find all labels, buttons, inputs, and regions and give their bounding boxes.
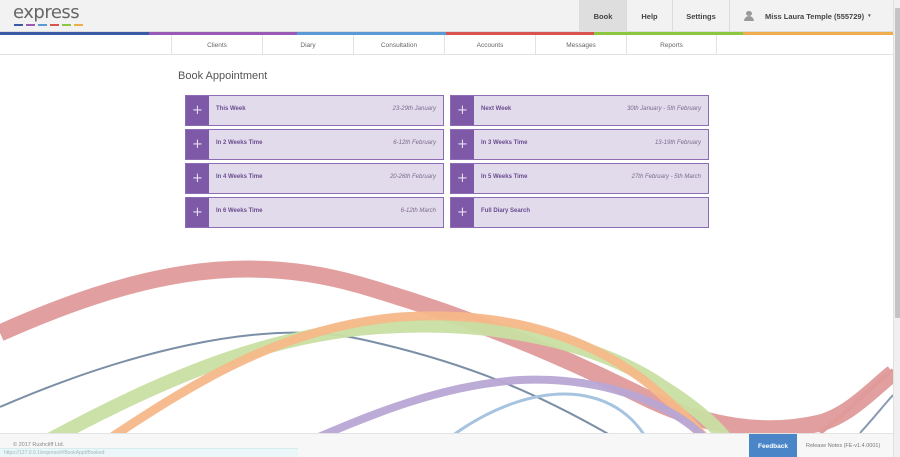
brand-color-bar [0,32,893,35]
subnav-accounts[interactable]: Accounts [444,35,535,55]
feedback-button[interactable]: Feedback [749,434,797,457]
chevron-down-icon: ▾ [868,13,871,19]
card-date: 13-19th February [654,140,701,146]
logo-color-dashes [14,24,83,26]
subnav-reports[interactable]: Reports [626,35,717,55]
plus-icon: + [186,164,209,193]
wave-purple [317,375,706,433]
plus-icon: + [451,96,474,125]
nav-help[interactable]: Help [626,0,672,32]
release-notes-link[interactable]: Release Notes (FE-v1.4.0001) [806,443,881,449]
book-in-3-weeks[interactable]: + In 3 Weeks Time 13-19th February [450,129,709,160]
book-in-4-weeks[interactable]: + In 4 Weeks Time 20-26th February [185,163,444,194]
top-header: express Book Help Settings Miss Laura Te… [0,0,893,32]
wave-red-right [818,368,893,433]
card-date: 27th February - 5th March [631,174,701,180]
card-label: This Week [216,106,246,112]
card-label: In 5 Weeks Time [481,174,528,180]
color-segment [0,32,149,35]
plus-icon: + [451,130,474,159]
book-this-week[interactable]: + This Week 23-29th January [185,95,444,126]
subnav-diary[interactable]: Diary [262,35,353,55]
logo-text: express [13,2,80,23]
section-nav: Clients Diary Consultation Accounts Mess… [0,35,893,55]
card-date: 20-26th February [389,174,436,180]
card-date: 6-12th February [393,140,436,146]
subnav-consultation[interactable]: Consultation [353,35,444,55]
color-segment [149,32,297,35]
top-nav: Book Help Settings Miss Laura Temple (55… [579,0,886,32]
logo-dash [14,24,23,26]
logo-dash [26,24,35,26]
wave-green [47,318,730,433]
decorative-waves [0,260,893,433]
color-segment [594,32,743,35]
express-logo[interactable]: express [13,4,93,28]
book-in-6-weeks[interactable]: + In 6 Weeks Time 6-12th March [185,197,444,228]
wave-orange [109,311,707,433]
card-label: In 3 Weeks Time [481,140,528,146]
subnav-messages[interactable]: Messages [535,35,626,55]
logo-dash [38,24,47,26]
nav-book[interactable]: Book [579,0,626,32]
nav-settings[interactable]: Settings [672,0,729,32]
color-segment [743,32,893,35]
scrollbar[interactable] [893,0,900,457]
plus-icon: + [451,198,474,227]
card-label: Full Diary Search [481,208,531,214]
user-name: Miss Laura Temple (555729) [765,11,865,21]
card-date: 30th January - 5th February [626,106,701,112]
logo-dash [50,24,59,26]
plus-icon: + [186,198,209,227]
logo-dash [62,24,71,26]
scrollbar-thumb[interactable] [895,8,900,318]
logo-dash [74,24,83,26]
subnav-clients[interactable]: Clients [171,35,262,55]
card-label: Next Week [481,106,512,112]
card-label: In 4 Weeks Time [216,174,263,180]
book-in-2-weeks[interactable]: + In 2 Weeks Time 6-12th February [185,129,444,160]
card-label: In 2 Weeks Time [216,140,263,146]
wave-lightblue [453,392,645,433]
page-title: Book Appointment [178,70,268,82]
book-next-week[interactable]: + Next Week 30th January - 5th February [450,95,709,126]
color-segment [446,32,594,35]
plus-icon: + [186,130,209,159]
plus-icon: + [186,96,209,125]
user-icon [744,11,754,21]
plus-icon: + [451,164,474,193]
wave-red [0,260,893,433]
card-date: 6-12th March [400,208,436,214]
footer: © 2017 Rushcliff Ltd. https://127.0.0.1/… [0,433,893,457]
browser-status-url: https://127.0.0.1/express/#/BookAppt/Boo… [0,448,298,457]
full-diary-search[interactable]: + Full Diary Search [450,197,709,228]
book-in-5-weeks[interactable]: + In 5 Weeks Time 27th February - 5th Ma… [450,163,709,194]
card-date: 23-29th January [392,106,436,112]
wave-grey-right [859,394,893,433]
copyright-text: © 2017 Rushcliff Ltd. [13,442,65,448]
color-segment [297,32,446,35]
user-menu[interactable]: Miss Laura Temple (555729) ▾ [729,0,886,32]
card-label: In 6 Weeks Time [216,208,263,214]
